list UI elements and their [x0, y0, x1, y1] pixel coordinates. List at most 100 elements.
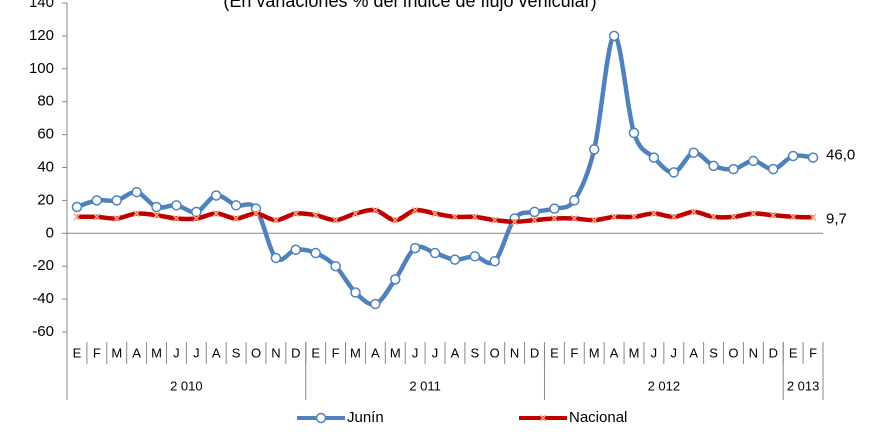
- marker: [769, 211, 777, 219]
- legend-label: Nacional: [569, 409, 627, 426]
- marker: [191, 206, 202, 218]
- marker: [351, 210, 360, 218]
- marker: [411, 206, 419, 214]
- marker: [469, 251, 481, 262]
- y-tick-label: 40: [37, 158, 54, 175]
- x-tick-label: J: [173, 345, 180, 360]
- marker: [690, 208, 698, 216]
- marker: [807, 152, 819, 163]
- marker: [608, 30, 620, 42]
- marker: [73, 213, 81, 221]
- y-tick-label: -40: [32, 290, 54, 307]
- marker: [628, 127, 640, 139]
- y-tick-label: 120: [29, 27, 54, 44]
- x-tick-label: E: [789, 345, 798, 360]
- marker: [708, 160, 719, 172]
- x-tick-label: N: [749, 345, 758, 360]
- series-line: [76, 207, 814, 225]
- marker: [670, 213, 678, 221]
- legend-marker: [539, 414, 547, 422]
- marker: [489, 256, 500, 267]
- marker: [133, 210, 141, 218]
- marker: [292, 210, 300, 218]
- marker: [210, 190, 222, 201]
- marker: [370, 298, 381, 310]
- x-tick-label: A: [371, 345, 380, 360]
- marker: [748, 155, 759, 167]
- marker: [350, 287, 361, 298]
- x-tick-label: M: [151, 345, 162, 360]
- marker: [93, 213, 101, 221]
- marker: [330, 260, 341, 272]
- marker: [451, 213, 459, 221]
- marker: [570, 214, 578, 223]
- y-tick-label: 80: [37, 93, 54, 110]
- x-tick-label: O: [251, 345, 261, 360]
- x-tick-label: A: [610, 345, 619, 360]
- marker: [171, 200, 182, 211]
- x-tick-label: J: [671, 345, 678, 360]
- marker: [729, 213, 738, 221]
- y-tick-label: -20: [32, 257, 54, 274]
- y-tick-label: -60: [32, 323, 54, 340]
- marker: [172, 214, 180, 223]
- marker: [429, 247, 441, 259]
- marker: [212, 210, 220, 218]
- x-tick-label: M: [390, 345, 401, 360]
- marker: [688, 147, 699, 158]
- x-tick-label: M: [589, 345, 600, 360]
- marker: [272, 216, 280, 224]
- marker: [113, 214, 121, 223]
- legend-marker: [315, 412, 327, 424]
- marker: [710, 213, 718, 221]
- x-group-label: 2 011: [409, 378, 441, 393]
- marker: [529, 206, 540, 218]
- x-tick-label: O: [728, 345, 738, 360]
- marker: [588, 144, 600, 155]
- y-tick-label: 20: [37, 191, 54, 208]
- marker: [511, 218, 519, 226]
- x-tick-label: M: [111, 345, 122, 360]
- marker: [270, 252, 282, 264]
- chart-title: (En variaciones % del índice de flujo ve…: [223, 0, 596, 11]
- x-tick-label: J: [432, 345, 439, 360]
- marker: [391, 216, 399, 224]
- value-label: 9,7: [826, 210, 847, 227]
- x-group-label: 2 012: [648, 378, 681, 393]
- x-tick-label: M: [350, 345, 361, 360]
- x-tick-label: E: [73, 345, 82, 360]
- x-tick-label: N: [271, 345, 280, 360]
- y-tick-label: 100: [29, 60, 54, 77]
- x-group-label: 2 013: [787, 378, 820, 393]
- x-tick-label: M: [629, 345, 640, 360]
- marker: [809, 213, 817, 221]
- marker: [650, 210, 658, 218]
- marker: [71, 201, 83, 213]
- x-tick-label: F: [332, 345, 340, 360]
- x-tick-label: D: [769, 345, 778, 360]
- marker: [91, 195, 103, 206]
- y-tick-label: 140: [29, 0, 54, 11]
- x-tick-label: F: [93, 345, 101, 360]
- x-tick-label: F: [570, 345, 578, 360]
- marker: [192, 214, 200, 223]
- marker: [768, 163, 779, 175]
- x-tick-label: A: [451, 345, 460, 360]
- marker: [530, 216, 539, 224]
- x-tick-label: A: [212, 345, 221, 360]
- value-label: 46,0: [826, 147, 855, 164]
- marker: [312, 211, 320, 219]
- marker: [131, 186, 142, 198]
- marker: [449, 254, 461, 265]
- x-tick-label: N: [510, 345, 519, 360]
- marker: [787, 150, 799, 162]
- marker: [749, 210, 757, 218]
- marker: [789, 213, 797, 221]
- marker: [610, 213, 618, 221]
- x-tick-label: J: [651, 345, 658, 360]
- marker: [728, 163, 739, 175]
- x-tick-label: J: [412, 345, 419, 360]
- x-tick-label: E: [311, 345, 320, 360]
- x-tick-label: O: [490, 345, 500, 360]
- marker: [590, 216, 598, 224]
